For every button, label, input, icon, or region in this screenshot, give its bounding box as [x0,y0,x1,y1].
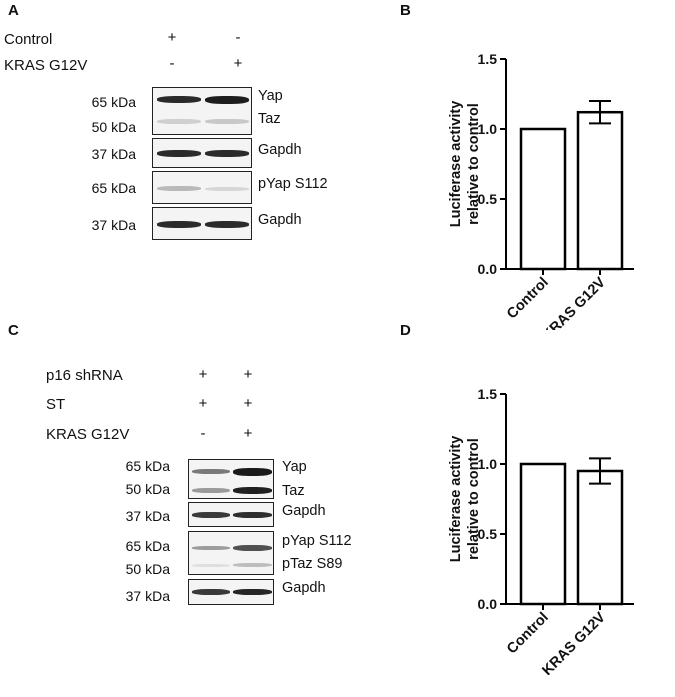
y-tick-label: 1.0 [478,456,498,472]
band [233,563,272,567]
y-tick-label: 1.5 [478,386,498,402]
y-tick-label: 0.5 [478,191,498,207]
protein-label: Taz [282,483,305,499]
band [233,589,272,595]
y-tick-label: 1.0 [478,121,498,137]
kda-label: 65 kDa [91,94,136,110]
bar-chart-d: 0.0 0.5 1.0 1.5 Luciferase activity relative … [448,386,634,675]
band [205,187,249,191]
band [233,487,272,494]
band [233,468,272,476]
western-blot-pyap [152,171,252,204]
protein-label: Gapdh [258,142,302,158]
kda-label: 37 kDa [91,146,136,162]
y-axis-label: Luciferase activity relative to control [448,101,482,228]
bar-chart-b: 0.0 0.5 1.0 1.5 Luciferase activity relative … [448,51,634,330]
y-axis-label-line: relative to control [466,103,482,225]
protein-label: pTaz S89 [282,556,343,572]
condition-sign: + [167,29,177,46]
band [157,150,201,157]
bar [519,127,567,271]
condition-label: p16 shRNA [46,367,123,384]
condition-sign: + [198,395,208,412]
y-axis-label-line: relative to control [466,438,482,560]
band [192,512,230,518]
band [157,96,201,103]
band [205,221,249,228]
condition-label: ST [46,396,66,413]
band [205,119,249,124]
panel-letter-c: C [8,322,19,339]
y-tick-label: 0.0 [478,596,498,612]
y-axis-label-line: Luciferase activity [448,101,464,228]
band [192,469,230,474]
western-blot-gapdh [188,502,274,527]
y-tick-label: 0.5 [478,526,498,542]
y-tick-label: 1.5 [478,51,498,67]
panel-letter-b: B [400,2,411,19]
protein-label: Yap [258,88,283,104]
protein-label: pYap S112 [258,176,328,192]
kda-label: 50 kDa [91,119,136,135]
western-blot-yap-taz [152,87,252,135]
band [233,512,272,518]
panel-letter-d: D [400,322,411,339]
band [192,589,230,595]
condition-label: KRAS G12V [46,426,130,443]
condition-sign: + [243,395,253,412]
y-axis-label-line: Luciferase activity [448,436,464,563]
band [192,564,230,567]
western-blot-pyap-ptaz [188,531,274,575]
protein-label: Yap [282,459,307,475]
western-blot-gapdh [152,138,252,168]
x-tick-label: Control [504,275,552,323]
condition-sign: + [243,425,253,442]
y-axis-label: Luciferase activity relative to control [448,436,482,563]
protein-label: Gapdh [258,212,302,228]
condition-sign: - [200,425,206,442]
kda-label: 65 kDa [125,458,170,474]
western-blot-gapdh [188,579,274,605]
band [205,150,249,157]
condition-sign: + [233,55,243,72]
band [157,186,201,191]
western-blot-gapdh [152,207,252,240]
western-blot-yap-taz [188,459,274,499]
x-tick-label: KRAS G12V [539,274,609,330]
protein-label: Gapdh [282,580,326,596]
band [157,221,201,228]
band [205,96,249,104]
band [157,119,201,124]
band [192,546,230,550]
condition-label: KRAS G12V [4,57,88,74]
kda-label: 50 kDa [125,481,170,497]
protein-label: Gapdh [282,503,326,519]
kda-label: 50 kDa [125,561,170,577]
condition-sign: - [169,55,175,72]
bar [519,462,567,606]
condition-sign: + [198,366,208,383]
kda-label: 37 kDa [91,217,136,233]
band [192,488,230,493]
protein-label: pYap S112 [282,533,352,549]
kda-label: 37 kDa [125,588,170,604]
kda-label: 37 kDa [125,508,170,524]
bar [576,110,624,271]
panel-letter-a: A [8,2,19,19]
condition-sign: + [243,366,253,383]
bar [576,469,624,606]
y-tick-label: 0.0 [478,261,498,277]
condition-sign: - [235,29,241,46]
condition-label: Control [4,31,53,48]
x-tick-label: Control [504,610,552,658]
protein-label: Taz [258,111,281,127]
band [233,545,272,551]
kda-label: 65 kDa [125,538,170,554]
kda-label: 65 kDa [91,180,136,196]
